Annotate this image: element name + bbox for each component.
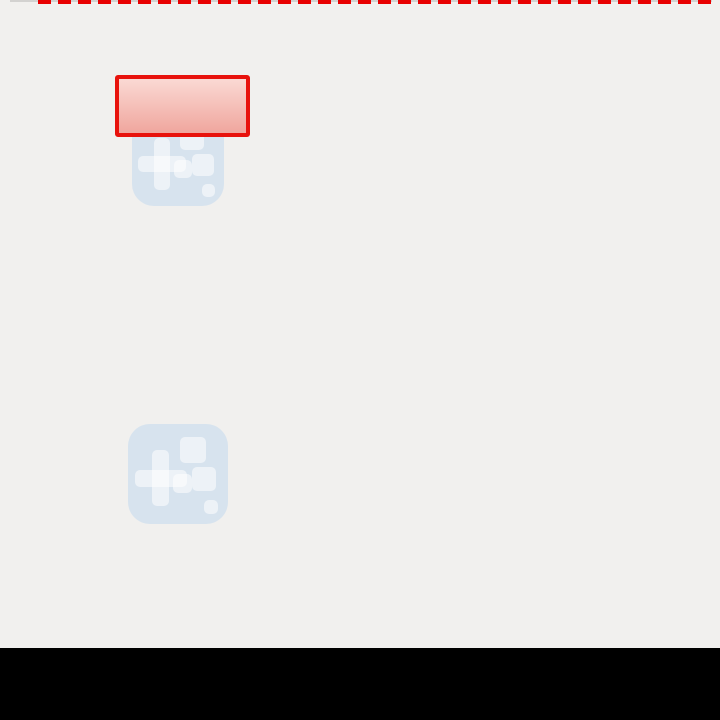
average-annotation-box [115,75,250,137]
footer-title-bar [0,648,720,720]
average-dashed-line [38,0,716,4]
